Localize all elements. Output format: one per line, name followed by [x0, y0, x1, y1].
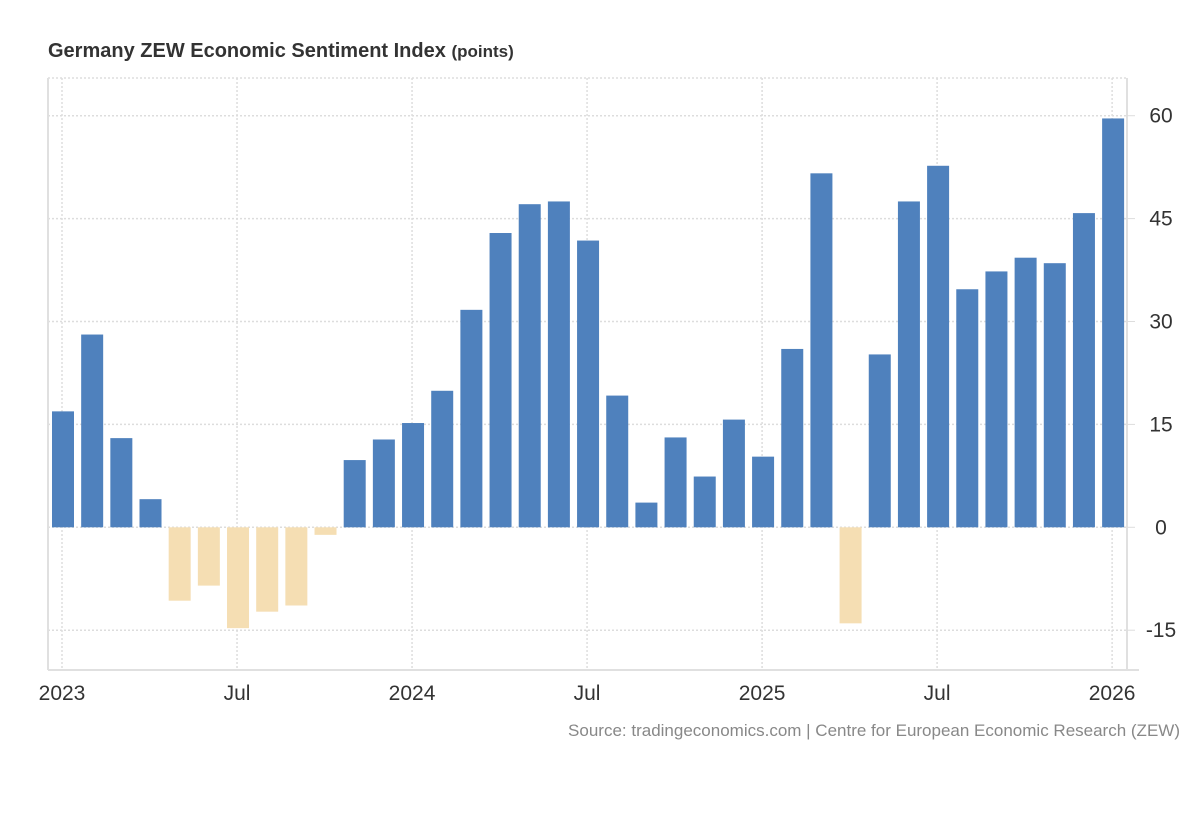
bar: [839, 527, 862, 624]
bar: [372, 439, 395, 528]
bar: [489, 233, 512, 528]
chart-title-text: Germany ZEW Economic Sentiment Index: [48, 40, 446, 62]
y-axis: -15 0 15 30 45 60: [1127, 105, 1176, 642]
bar: [1014, 257, 1037, 528]
bar: [927, 165, 950, 528]
bar: [868, 354, 891, 528]
bar: [985, 271, 1008, 528]
bar: [635, 502, 658, 528]
bar: [431, 390, 454, 528]
x-tick-label: 2024: [389, 682, 436, 705]
y-tick-label: 30: [1149, 311, 1172, 334]
bar: [343, 460, 366, 528]
y-tick-label: 15: [1149, 413, 1172, 436]
bar: [81, 334, 104, 528]
bar: [460, 309, 483, 528]
bar: [547, 201, 570, 528]
bar: [1072, 213, 1095, 528]
bar: [722, 419, 745, 528]
bar: [256, 527, 279, 612]
plot-frame: [47, 78, 1139, 671]
bar: [285, 527, 308, 606]
bar: [52, 411, 74, 528]
y-tick-label: -15: [1146, 619, 1176, 642]
chart-title: Germany ZEW Economic Sentiment Index (po…: [48, 40, 514, 63]
bar: [810, 173, 833, 528]
bar: [197, 527, 220, 586]
chart-unit: (points): [451, 42, 514, 61]
x-tick-label: 2025: [739, 682, 786, 705]
bar: [139, 499, 162, 528]
bar: [227, 527, 250, 629]
bar: [1043, 263, 1066, 528]
bar: [168, 527, 191, 601]
bar: [664, 437, 687, 528]
bar: [402, 423, 425, 528]
bar: [606, 395, 629, 528]
bar: [956, 289, 979, 528]
bar: [1102, 118, 1125, 528]
x-tick-label: Jul: [574, 682, 601, 705]
bar: [897, 201, 920, 528]
bars: [52, 118, 1125, 629]
x-tick-label: Jul: [924, 682, 951, 705]
bar: [693, 476, 716, 528]
bar: [577, 240, 600, 528]
y-tick-label: 0: [1155, 516, 1167, 539]
x-tick-label: Jul: [224, 682, 251, 705]
x-tick-label: 2026: [1089, 682, 1136, 705]
x-axis: 2023 Jul 2024 Jul 2025 Jul 2026: [39, 682, 1136, 705]
y-tick-label: 60: [1149, 105, 1172, 128]
bar: [314, 527, 337, 535]
y-tick-label: 45: [1149, 208, 1172, 231]
source-note: Source: tradingeconomics.com | Centre fo…: [568, 721, 1180, 740]
bar: [752, 456, 775, 528]
bar: [781, 348, 804, 528]
bar: [518, 204, 541, 528]
x-tick-label: 2023: [39, 682, 86, 705]
bar: [110, 438, 133, 528]
